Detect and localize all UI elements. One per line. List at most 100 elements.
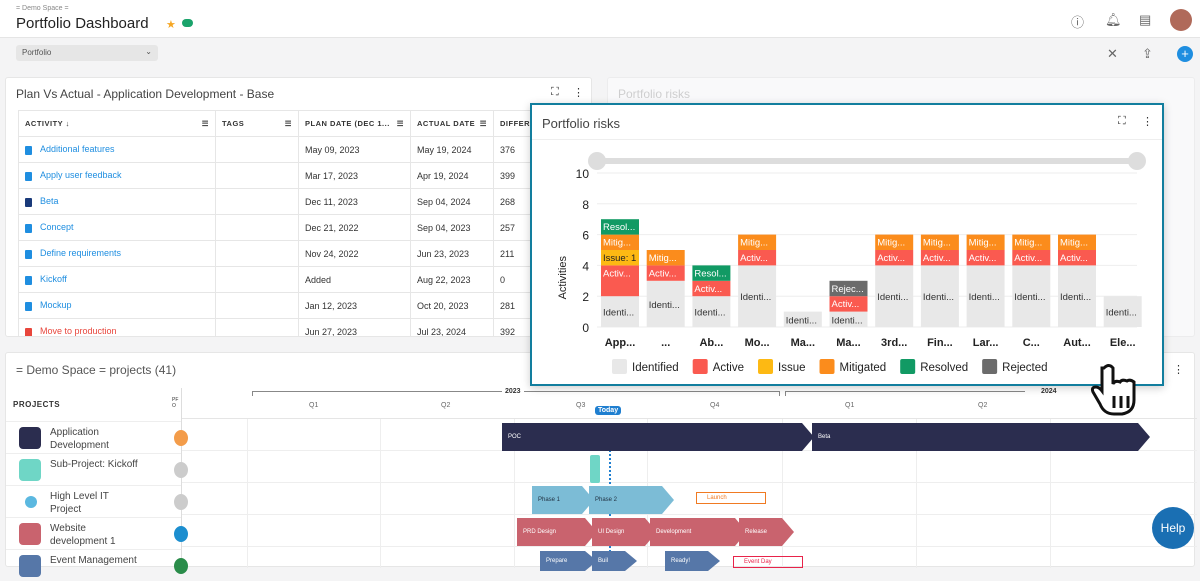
legend-item[interactable]: Identified [632, 362, 679, 374]
column-menu-icon[interactable]: ☰ [396, 119, 404, 128]
gantt-bar-phase1[interactable]: Phase 1 [532, 486, 594, 514]
gantt-bar-kickoff[interactable] [590, 455, 600, 483]
gantt-bar-beta[interactable]: Beta [812, 423, 1150, 451]
activity-cell[interactable]: Mockup [18, 292, 216, 319]
star-icon[interactable]: ★ [166, 19, 176, 31]
bar-segment-identified[interactable] [738, 265, 777, 327]
bar-segment-mitigated[interactable] [1012, 234, 1051, 250]
activity-link[interactable]: Concept [40, 222, 74, 233]
legend-item[interactable]: Mitigated [840, 362, 887, 374]
activity-cell[interactable]: Apply user feedback [18, 162, 216, 189]
legend-swatch[interactable] [758, 359, 774, 374]
column-menu-icon[interactable]: ☰ [284, 119, 292, 128]
bar-segment-active[interactable] [738, 250, 777, 266]
expand-icon[interactable]: ⛶ [1118, 115, 1126, 127]
bell-icon[interactable]: 🔔︎ [1105, 12, 1122, 27]
legend-item[interactable]: Active [713, 362, 744, 374]
table-row[interactable]: Move to production Jun 27, 2023 Jul 23, … [18, 318, 591, 337]
table-row[interactable]: Additional features May 09, 2023 May 19,… [18, 136, 591, 163]
gantt-bar-prepare[interactable]: Prepare [540, 551, 597, 571]
expand-icon[interactable]: ⛶ [551, 86, 559, 98]
bar-segment-resolved[interactable] [601, 219, 639, 235]
legend-item[interactable]: Rejected [1002, 362, 1047, 374]
legend-item[interactable]: Resolved [920, 362, 968, 374]
bar-segment-mitigated[interactable] [875, 234, 914, 250]
activity-link[interactable]: Kickoff [40, 274, 67, 285]
activity-link[interactable]: Apply user feedback [40, 170, 122, 181]
gantt-bar-poc[interactable]: POC [502, 423, 814, 451]
activity-cell[interactable]: Beta [18, 188, 216, 215]
legend-swatch[interactable] [819, 359, 835, 374]
table-row[interactable]: Apply user feedback Mar 17, 2023 Apr 19,… [18, 162, 591, 189]
milestone-event_day[interactable]: Event Day [733, 556, 803, 568]
activity-cell[interactable]: Concept [18, 214, 216, 241]
activity-link[interactable]: Move to production [40, 326, 117, 337]
bar-segment-active[interactable] [692, 280, 731, 297]
bar-segment-identified[interactable] [920, 265, 959, 327]
table-row[interactable]: Beta Dec 11, 2023 Sep 04, 2024 268 [18, 188, 591, 215]
gantt-bar-ready[interactable]: Ready! [665, 551, 720, 571]
range-slider-track[interactable] [592, 158, 1137, 164]
avatar[interactable] [1170, 9, 1192, 31]
bar-segment-active[interactable] [646, 265, 685, 281]
table-row[interactable]: Concept Dec 21, 2022 Sep 04, 2023 257 [18, 214, 591, 241]
share-icon[interactable]: ⇪ [1142, 46, 1153, 61]
more-icon[interactable]: ⋮ [1173, 364, 1184, 376]
gantt-bar-dev[interactable]: Development [650, 518, 747, 546]
bar-segment-resolved[interactable] [692, 265, 731, 281]
bar-segment-mitigated[interactable] [738, 234, 777, 250]
bar-segment-identified[interactable] [1103, 296, 1142, 327]
col-activity[interactable]: ACTIVITY ↓ ☰ [18, 110, 216, 137]
bar-segment-active[interactable] [875, 250, 914, 266]
bar-segment-identified[interactable] [692, 296, 731, 327]
gantt-bar-release[interactable]: Release [739, 518, 794, 546]
legend-swatch[interactable] [612, 359, 627, 374]
col-actual-date[interactable]: ACTUAL DATE ☰ [410, 110, 494, 137]
bar-segment-active[interactable] [601, 265, 639, 297]
bar-segment-identified[interactable] [829, 311, 868, 327]
bar-segment-mitigated[interactable] [646, 250, 685, 266]
bar-segment-rejected[interactable] [829, 280, 868, 297]
project-row[interactable]: Event Management [6, 549, 188, 581]
bar-segment-identified[interactable] [875, 265, 914, 327]
table-row[interactable]: Mockup Jan 12, 2023 Oct 20, 2023 281 [18, 292, 591, 319]
tools-icon[interactable]: ✕ [1107, 46, 1118, 61]
bar-segment-active[interactable] [829, 296, 868, 312]
activity-cell[interactable]: Move to production [18, 318, 216, 337]
bar-segment-mitigated[interactable] [966, 234, 1005, 250]
project-name[interactable]: High Level IT Project [50, 491, 109, 515]
activity-link[interactable]: Beta [40, 196, 59, 207]
bar-segment-identified[interactable] [601, 296, 639, 327]
portfolio-select[interactable]: Portfolio ⌄ [16, 45, 158, 61]
add-button[interactable]: + [1177, 46, 1193, 62]
bar-segment-identified[interactable] [966, 265, 1005, 327]
column-menu-icon[interactable]: ☰ [201, 119, 209, 128]
bar-segment-identified[interactable] [646, 280, 685, 327]
activity-cell[interactable]: Additional features [18, 136, 216, 163]
project-row[interactable]: Application Development [6, 421, 188, 453]
project-row[interactable]: Website development 1 [6, 517, 188, 549]
gantt-bar-prd[interactable]: PRD Design [517, 518, 597, 546]
bar-segment-active[interactable] [966, 250, 1005, 266]
legend-swatch[interactable] [900, 359, 916, 374]
bar-segment-mitigated[interactable] [601, 234, 639, 250]
bar-segment-active[interactable] [1012, 250, 1051, 266]
bar-segment-identified[interactable] [1012, 265, 1051, 327]
legend-swatch[interactable] [982, 359, 998, 374]
table-row[interactable]: Kickoff Added Aug 22, 2023 0 [18, 266, 591, 293]
help-circle-icon[interactable]: ⓘ [1071, 15, 1085, 30]
activity-link[interactable]: Define requirements [40, 248, 122, 259]
activity-cell[interactable]: Kickoff [18, 266, 216, 293]
activity-link[interactable]: Additional features [40, 144, 115, 155]
bar-segment-issue[interactable] [601, 250, 639, 266]
activity-link[interactable]: Mockup [40, 300, 72, 311]
activity-cell[interactable]: Define requirements [18, 240, 216, 267]
more-icon[interactable]: ⋮ [573, 87, 584, 99]
bar-segment-identified[interactable] [1058, 265, 1096, 327]
help-button[interactable]: Help [1152, 507, 1194, 549]
gantt-bar-ui[interactable]: UI Design [592, 518, 657, 546]
breadcrumb[interactable]: = Demo Space = [16, 5, 69, 12]
more-icon[interactable]: ⋮ [1142, 116, 1153, 128]
project-name[interactable]: Website development 1 [50, 523, 116, 547]
bar-segment-active[interactable] [920, 250, 959, 266]
